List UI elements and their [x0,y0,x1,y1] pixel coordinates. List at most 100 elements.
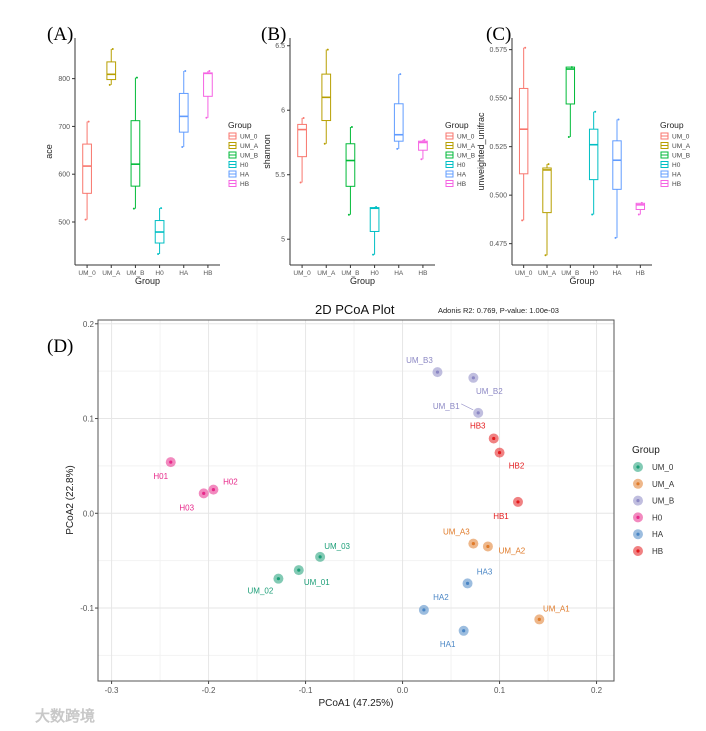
legend-title: Group [228,120,252,130]
data-point [184,69,187,72]
box-iqr [297,123,307,158]
data-point [160,207,163,210]
box-iqr [612,140,622,190]
y-tick-label: 0.575 [489,47,507,54]
point-label: UM_03 [324,542,350,551]
data-point [567,135,570,138]
data-point [399,73,402,76]
point-UM_02: UM_02 [248,573,284,596]
legend-title: Group [660,120,684,130]
y-tick-label: 800 [58,76,70,83]
legend-item-UM_B: UM_B [445,151,475,160]
panel-label-a: (A) [47,24,73,45]
x-axis-title: PCoA1 (47.25%) [318,698,393,709]
data-point [420,158,423,161]
legend: Group UM_0 UM_A UM_B H0 HA HB [660,120,691,188]
legend-label: HB [672,181,681,188]
x-tick-label: UM_0 [293,270,311,277]
box-UM_A [321,48,332,145]
box-iqr [635,202,646,211]
legend-label: UM_0 [672,134,690,141]
boxplot-panel-2: 5 5.5 6 6.5 UM_0 UM_A UM_B H0 HA HB Group shannon Gr… [262,38,476,286]
point-HB2: HB2 [494,447,525,471]
y-tick-label: -0.1 [80,604,94,613]
point-UM_A3: UM_A3 [443,528,479,549]
legend-item-HA: HA [633,529,664,540]
legend: Group UM_0 UM_A UM_B H0 HA HB [228,120,259,188]
point-HA2: HA2 [418,593,449,615]
x-tick-label: HA [179,270,189,277]
legend-item-UM_B: UM_B [633,495,674,506]
point-center [476,411,480,415]
legend-label: HB [240,181,249,188]
legend-item-H0: H0 [633,512,663,523]
legend-item-UM_A: UM_A [660,142,691,150]
box-iqr [565,66,576,105]
data-point [544,254,547,257]
legend-item-UM_A: UM_A [633,478,675,489]
box-HB [635,201,646,216]
legend-label: H0 [457,162,466,169]
legend-item-HB: HB [633,546,663,556]
box-UM_0 [297,116,307,184]
point-label: H01 [153,472,168,481]
legend-marker-center [636,549,640,553]
point-label: UM_B1 [433,402,460,411]
point-label: H03 [179,503,194,512]
x-tick-label: UM_A [102,270,121,277]
legend-item-HB: HB [660,180,681,188]
point-label: H02 [223,478,238,487]
plot-border [97,319,615,682]
data-point [640,201,643,204]
data-point [302,116,305,119]
box-iqr [82,143,92,194]
point-HB3: HB3 [470,421,499,444]
point-UM_01: UM_01 [293,565,330,587]
point-label: HB1 [493,512,509,521]
point-HA3: HA3 [462,567,493,589]
point-label: UM_02 [248,587,274,596]
box-H0 [369,205,380,256]
y-tick-label: 0.525 [489,144,507,151]
box-UM_B [345,125,356,216]
legend: Group UM_0 UM_A UM_B H0 HA HB [632,445,675,556]
box-iqr [418,140,428,151]
box-HA [393,73,404,150]
point-H03: H03 [179,488,209,512]
data-point [205,116,208,119]
y-axis-title: shannon [262,134,272,169]
data-point [591,213,594,216]
legend: Group UM_0 UM_A UM_B H0 HA HB [445,120,476,188]
data-point [570,66,573,69]
box-iqr [203,72,213,97]
box-iqr [106,61,117,81]
x-tick-label: UM_A [538,270,557,277]
y-tick-label: 500 [58,219,70,226]
point-center [516,500,520,504]
x-tick-label: UM_B [126,270,144,277]
x-tick-label: H0 [155,270,164,277]
data-point [617,118,620,121]
data-point [423,138,426,141]
x-axis-title: Group [135,276,160,286]
box-HA [612,118,622,239]
boxplot-panel-1: 500 600 700 800 UM_0 UM_A UM_B H0 HA HB Group ace Gr… [44,38,259,286]
legend-label: UM_0 [240,134,258,141]
point-center [422,608,426,612]
legend-marker-center [636,499,640,503]
point-UM_B1: UM_B1 [433,402,484,418]
y-tick-label: 6 [281,108,285,115]
data-point [326,48,329,51]
legend-label: UM_A [652,480,675,489]
legend-label: HB [652,547,663,556]
point-center [318,555,322,559]
box-UM_B [130,76,141,210]
x-tick-label: -0.2 [202,686,216,695]
point-label: UM_B2 [476,387,503,396]
y-tick-label: 0.500 [489,193,507,200]
x-tick-label: H0 [590,270,599,277]
legend-item-UM_0: UM_0 [228,132,258,141]
point-center [537,617,541,622]
point-label: UM_01 [304,578,330,587]
